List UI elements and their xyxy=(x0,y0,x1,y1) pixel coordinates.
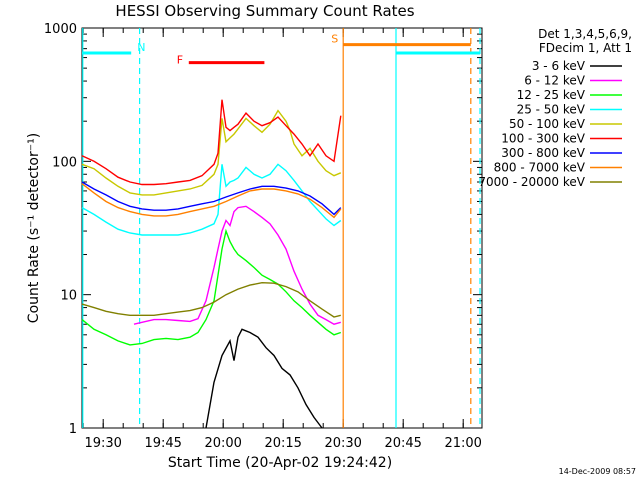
flag-bars: N F S xyxy=(82,33,480,67)
legend-label: 100 - 300 keV xyxy=(501,132,585,146)
legend-label: 800 - 7000 keV xyxy=(494,161,586,175)
legend-header-line-1: Det 1,3,4,5,6,9, xyxy=(538,27,632,41)
chart-title: HESSI Observing Summary Count Rates xyxy=(115,2,414,20)
x-tick-label: 20:15 xyxy=(264,436,301,451)
flag-label-s: S xyxy=(331,33,338,46)
series-line-6 xyxy=(81,181,342,216)
y-tick-label: 10 xyxy=(60,289,77,304)
flag-label-n: N xyxy=(137,41,145,54)
legend-label: 50 - 100 keV xyxy=(509,117,586,131)
flag-label-f: F xyxy=(177,54,183,67)
y-tick-label: 100 xyxy=(52,155,77,170)
x-axis-label: Start Time (20-Apr-02 19:24:42) xyxy=(168,455,392,471)
x-tick-label: 19:45 xyxy=(144,436,181,451)
x-tick-label: 20:30 xyxy=(324,436,361,451)
y-axis-label: Count Rate (s⁻¹ detector⁻¹) xyxy=(26,133,42,323)
legend-label: 25 - 50 keV xyxy=(517,103,586,117)
series-line-0 xyxy=(205,328,323,429)
legend-label: 7000 - 20000 keV xyxy=(478,175,585,189)
x-tick-label: 21:00 xyxy=(444,436,481,451)
legend-label: 300 - 800 keV xyxy=(501,146,585,160)
series-line-8 xyxy=(81,281,341,318)
series-lines xyxy=(81,99,342,429)
y-axis: 1 10 100 1000 xyxy=(44,22,482,437)
legend-header-line-2: FDecim 1, Att 1 xyxy=(539,41,632,55)
plot-frame xyxy=(81,27,483,429)
legend-label: 6 - 12 keV xyxy=(524,74,586,88)
series-line-3 xyxy=(81,163,342,236)
legend: Det 1,3,4,5,6,9, FDecim 1, Att 1 3 - 6 k… xyxy=(478,27,632,189)
footer-timestamp: 14-Dec-2009 08:57 xyxy=(559,467,636,476)
series-line-1 xyxy=(133,205,341,325)
y-tick-label: 1000 xyxy=(44,22,77,37)
time-markers xyxy=(82,28,481,428)
series-line-5 xyxy=(81,99,342,186)
x-tick-label: 20:45 xyxy=(384,436,421,451)
y-tick-label: 1 xyxy=(69,422,77,437)
x-tick-label: 20:00 xyxy=(204,436,241,451)
series-line-7 xyxy=(81,183,342,219)
legend-label: 3 - 6 keV xyxy=(532,59,586,73)
x-tick-label: 19:30 xyxy=(84,436,121,451)
x-axis: 19:30 19:45 20:00 20:15 20:30 20:45 21:00 xyxy=(82,28,482,451)
legend-label: 12 - 25 keV xyxy=(517,88,586,102)
series-line-2 xyxy=(81,228,342,346)
series-line-4 xyxy=(81,109,342,196)
